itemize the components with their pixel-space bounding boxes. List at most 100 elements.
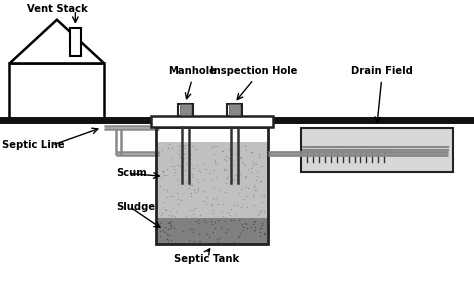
Point xyxy=(172,214,179,218)
Point xyxy=(190,207,197,212)
Point xyxy=(230,240,237,244)
Point xyxy=(188,172,196,177)
Point xyxy=(228,167,236,172)
Point xyxy=(195,168,202,172)
Point xyxy=(194,180,201,184)
Point xyxy=(212,175,220,179)
Point xyxy=(191,206,199,210)
Point xyxy=(211,220,219,225)
Point xyxy=(168,237,175,242)
Point xyxy=(222,158,230,162)
Point xyxy=(165,220,173,224)
Point xyxy=(226,147,233,151)
Point xyxy=(211,160,219,164)
Point xyxy=(170,173,177,177)
Point xyxy=(252,161,259,166)
Point xyxy=(210,152,218,156)
Point xyxy=(189,227,197,231)
Point xyxy=(164,227,172,231)
Point xyxy=(156,221,164,225)
Point xyxy=(164,239,172,244)
Point xyxy=(157,213,164,218)
Point xyxy=(259,207,266,212)
Point xyxy=(203,232,210,237)
Point xyxy=(192,219,200,223)
Point xyxy=(216,236,224,241)
Point xyxy=(213,144,221,148)
Point xyxy=(187,183,195,187)
Point xyxy=(223,181,230,186)
Point xyxy=(194,188,201,192)
Point xyxy=(247,166,255,170)
Bar xyxy=(228,104,240,115)
Point xyxy=(230,177,238,182)
Point xyxy=(257,226,265,231)
Point xyxy=(220,168,228,173)
Point xyxy=(207,202,215,207)
Point xyxy=(260,231,268,235)
Point xyxy=(210,208,217,212)
Point xyxy=(260,209,268,214)
Point xyxy=(213,160,220,165)
Point xyxy=(248,150,256,155)
Point xyxy=(201,167,209,171)
Point xyxy=(161,224,169,229)
Point xyxy=(182,143,189,147)
Point xyxy=(168,146,175,150)
Point xyxy=(235,235,242,239)
Text: Septic Tank: Septic Tank xyxy=(173,254,239,264)
Point xyxy=(205,235,212,239)
Point xyxy=(211,158,219,163)
Text: Drain Field: Drain Field xyxy=(351,66,412,76)
Point xyxy=(244,167,251,171)
Text: Septic Line: Septic Line xyxy=(2,140,65,150)
Point xyxy=(188,194,195,199)
Point xyxy=(171,166,178,171)
Point xyxy=(256,179,264,183)
Point xyxy=(208,222,215,226)
Point xyxy=(242,147,249,152)
Point xyxy=(217,225,225,229)
Point xyxy=(179,164,187,169)
Bar xyxy=(178,104,193,116)
Point xyxy=(211,226,219,231)
Point xyxy=(159,169,166,174)
Point xyxy=(194,221,202,226)
Point xyxy=(208,176,215,181)
Point xyxy=(186,152,194,157)
Point xyxy=(173,178,181,182)
Point xyxy=(164,146,172,150)
Point xyxy=(223,175,230,179)
Point xyxy=(181,152,188,156)
Point xyxy=(219,214,227,219)
Point xyxy=(208,202,216,206)
Point xyxy=(161,230,169,234)
Point xyxy=(197,239,204,244)
Point xyxy=(208,145,215,149)
Point xyxy=(238,222,246,226)
Point xyxy=(252,178,259,182)
Point xyxy=(233,203,241,207)
Point xyxy=(236,154,244,159)
Point xyxy=(157,174,165,179)
Point xyxy=(258,200,265,205)
Point xyxy=(202,219,210,224)
Point xyxy=(214,202,222,206)
Point xyxy=(180,146,188,150)
Point xyxy=(219,202,227,207)
Point xyxy=(227,207,235,212)
Point xyxy=(242,221,249,226)
Point xyxy=(167,194,174,199)
Point xyxy=(255,152,263,157)
Point xyxy=(236,231,244,235)
Point xyxy=(164,221,172,225)
Point xyxy=(214,237,221,241)
Point xyxy=(170,226,178,231)
Point xyxy=(176,155,184,160)
Point xyxy=(252,188,260,192)
Bar xyxy=(156,142,268,218)
Point xyxy=(231,212,238,216)
Point xyxy=(186,182,193,187)
Point xyxy=(251,187,259,192)
Point xyxy=(247,149,255,154)
